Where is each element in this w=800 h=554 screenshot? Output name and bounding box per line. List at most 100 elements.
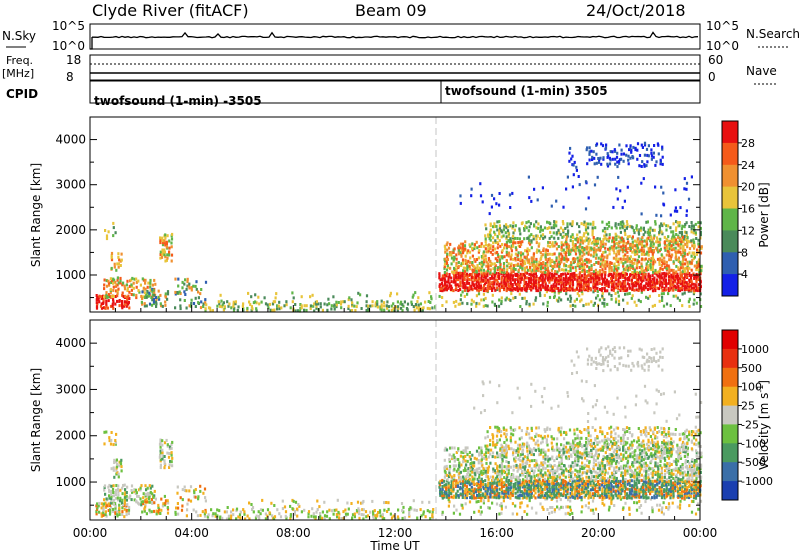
data-cell	[555, 286, 558, 290]
data-cell	[493, 197, 496, 201]
data-cell	[564, 493, 567, 497]
data-cell	[103, 442, 106, 446]
data-cell	[571, 277, 574, 281]
data-cell	[615, 272, 618, 276]
data-cell	[542, 302, 545, 306]
data-cell	[507, 283, 510, 286]
data-cell	[529, 490, 532, 493]
data-cell	[431, 513, 434, 516]
data-cell	[643, 244, 646, 248]
data-cell	[592, 220, 595, 224]
data-cell	[534, 278, 537, 282]
data-cell	[581, 488, 584, 492]
data-cell	[663, 481, 666, 485]
data-cell	[566, 225, 569, 229]
data-cell	[677, 243, 680, 247]
data-cell	[505, 246, 508, 250]
data-cell	[665, 288, 668, 292]
data-cell	[622, 254, 625, 258]
data-cell	[685, 213, 688, 217]
data-cell	[537, 269, 540, 273]
data-cell	[597, 492, 600, 496]
data-cell	[663, 271, 666, 275]
data-cell	[651, 304, 654, 308]
data-cell	[459, 271, 462, 275]
data-cell	[319, 512, 322, 515]
data-cell	[488, 280, 491, 284]
data-cell	[550, 226, 553, 230]
data-cell	[498, 282, 501, 286]
data-cell	[526, 512, 529, 516]
data-cell	[612, 489, 615, 493]
data-cell	[193, 491, 196, 495]
data-cell	[603, 489, 606, 493]
data-cell	[523, 296, 526, 300]
data-cell	[489, 264, 492, 268]
data-cell	[544, 479, 547, 483]
data-cell	[689, 284, 693, 288]
data-cell	[498, 496, 501, 500]
data-cell	[548, 252, 551, 256]
data-cell	[467, 259, 470, 263]
data-cell	[601, 260, 604, 264]
data-cell	[520, 255, 523, 259]
data-cell	[533, 260, 536, 264]
data-cell	[592, 512, 595, 515]
data-cell	[478, 487, 481, 491]
data-cell	[125, 300, 128, 304]
data-cell	[612, 496, 615, 500]
data-cell	[505, 235, 508, 239]
data-cell	[372, 514, 375, 518]
data-cell	[530, 495, 533, 499]
nsky-frame	[89, 23, 701, 50]
data-cell	[618, 252, 621, 256]
data-cell	[546, 276, 550, 280]
data-cell	[681, 235, 684, 239]
data-cell	[116, 283, 119, 287]
data-cell	[443, 492, 446, 496]
data-cell	[476, 246, 479, 250]
data-cell	[496, 228, 499, 232]
data-cell	[562, 276, 565, 280]
data-cell	[199, 489, 202, 493]
nsearch-tick-bottom: 10^0	[706, 39, 739, 53]
data-cell	[159, 453, 162, 457]
data-cell	[123, 303, 126, 307]
data-cell	[630, 296, 633, 300]
data-cell	[553, 260, 556, 264]
data-cell	[656, 278, 659, 282]
data-cell	[517, 484, 520, 487]
data-cell	[514, 495, 517, 499]
data-cell	[549, 262, 552, 266]
data-cell	[137, 289, 140, 292]
data-cell	[688, 496, 691, 500]
data-cell	[530, 288, 533, 292]
data-cell	[211, 309, 214, 313]
data-cell	[615, 226, 618, 230]
data-cell	[617, 249, 620, 253]
data-cell	[594, 226, 597, 230]
data-cell	[498, 203, 501, 207]
data-cell	[277, 304, 280, 308]
data-cell	[676, 209, 679, 213]
data-cell	[667, 507, 670, 511]
data-cell	[445, 491, 448, 495]
data-cell	[587, 273, 590, 277]
data-cell	[583, 495, 586, 499]
data-cell	[544, 266, 547, 270]
data-cell	[629, 273, 632, 276]
data-cell	[658, 490, 661, 494]
data-cell	[516, 496, 519, 500]
data-cell	[477, 250, 480, 254]
data-cell	[450, 280, 453, 284]
data-cell	[645, 242, 649, 246]
data-cell	[661, 272, 664, 276]
data-cell	[617, 491, 620, 495]
data-cell	[525, 265, 528, 269]
data-cell	[146, 289, 149, 293]
data-cell	[608, 496, 611, 500]
data-cell	[669, 226, 672, 230]
data-cell	[112, 502, 115, 506]
data-cell	[553, 265, 556, 269]
data-cell	[296, 514, 299, 518]
